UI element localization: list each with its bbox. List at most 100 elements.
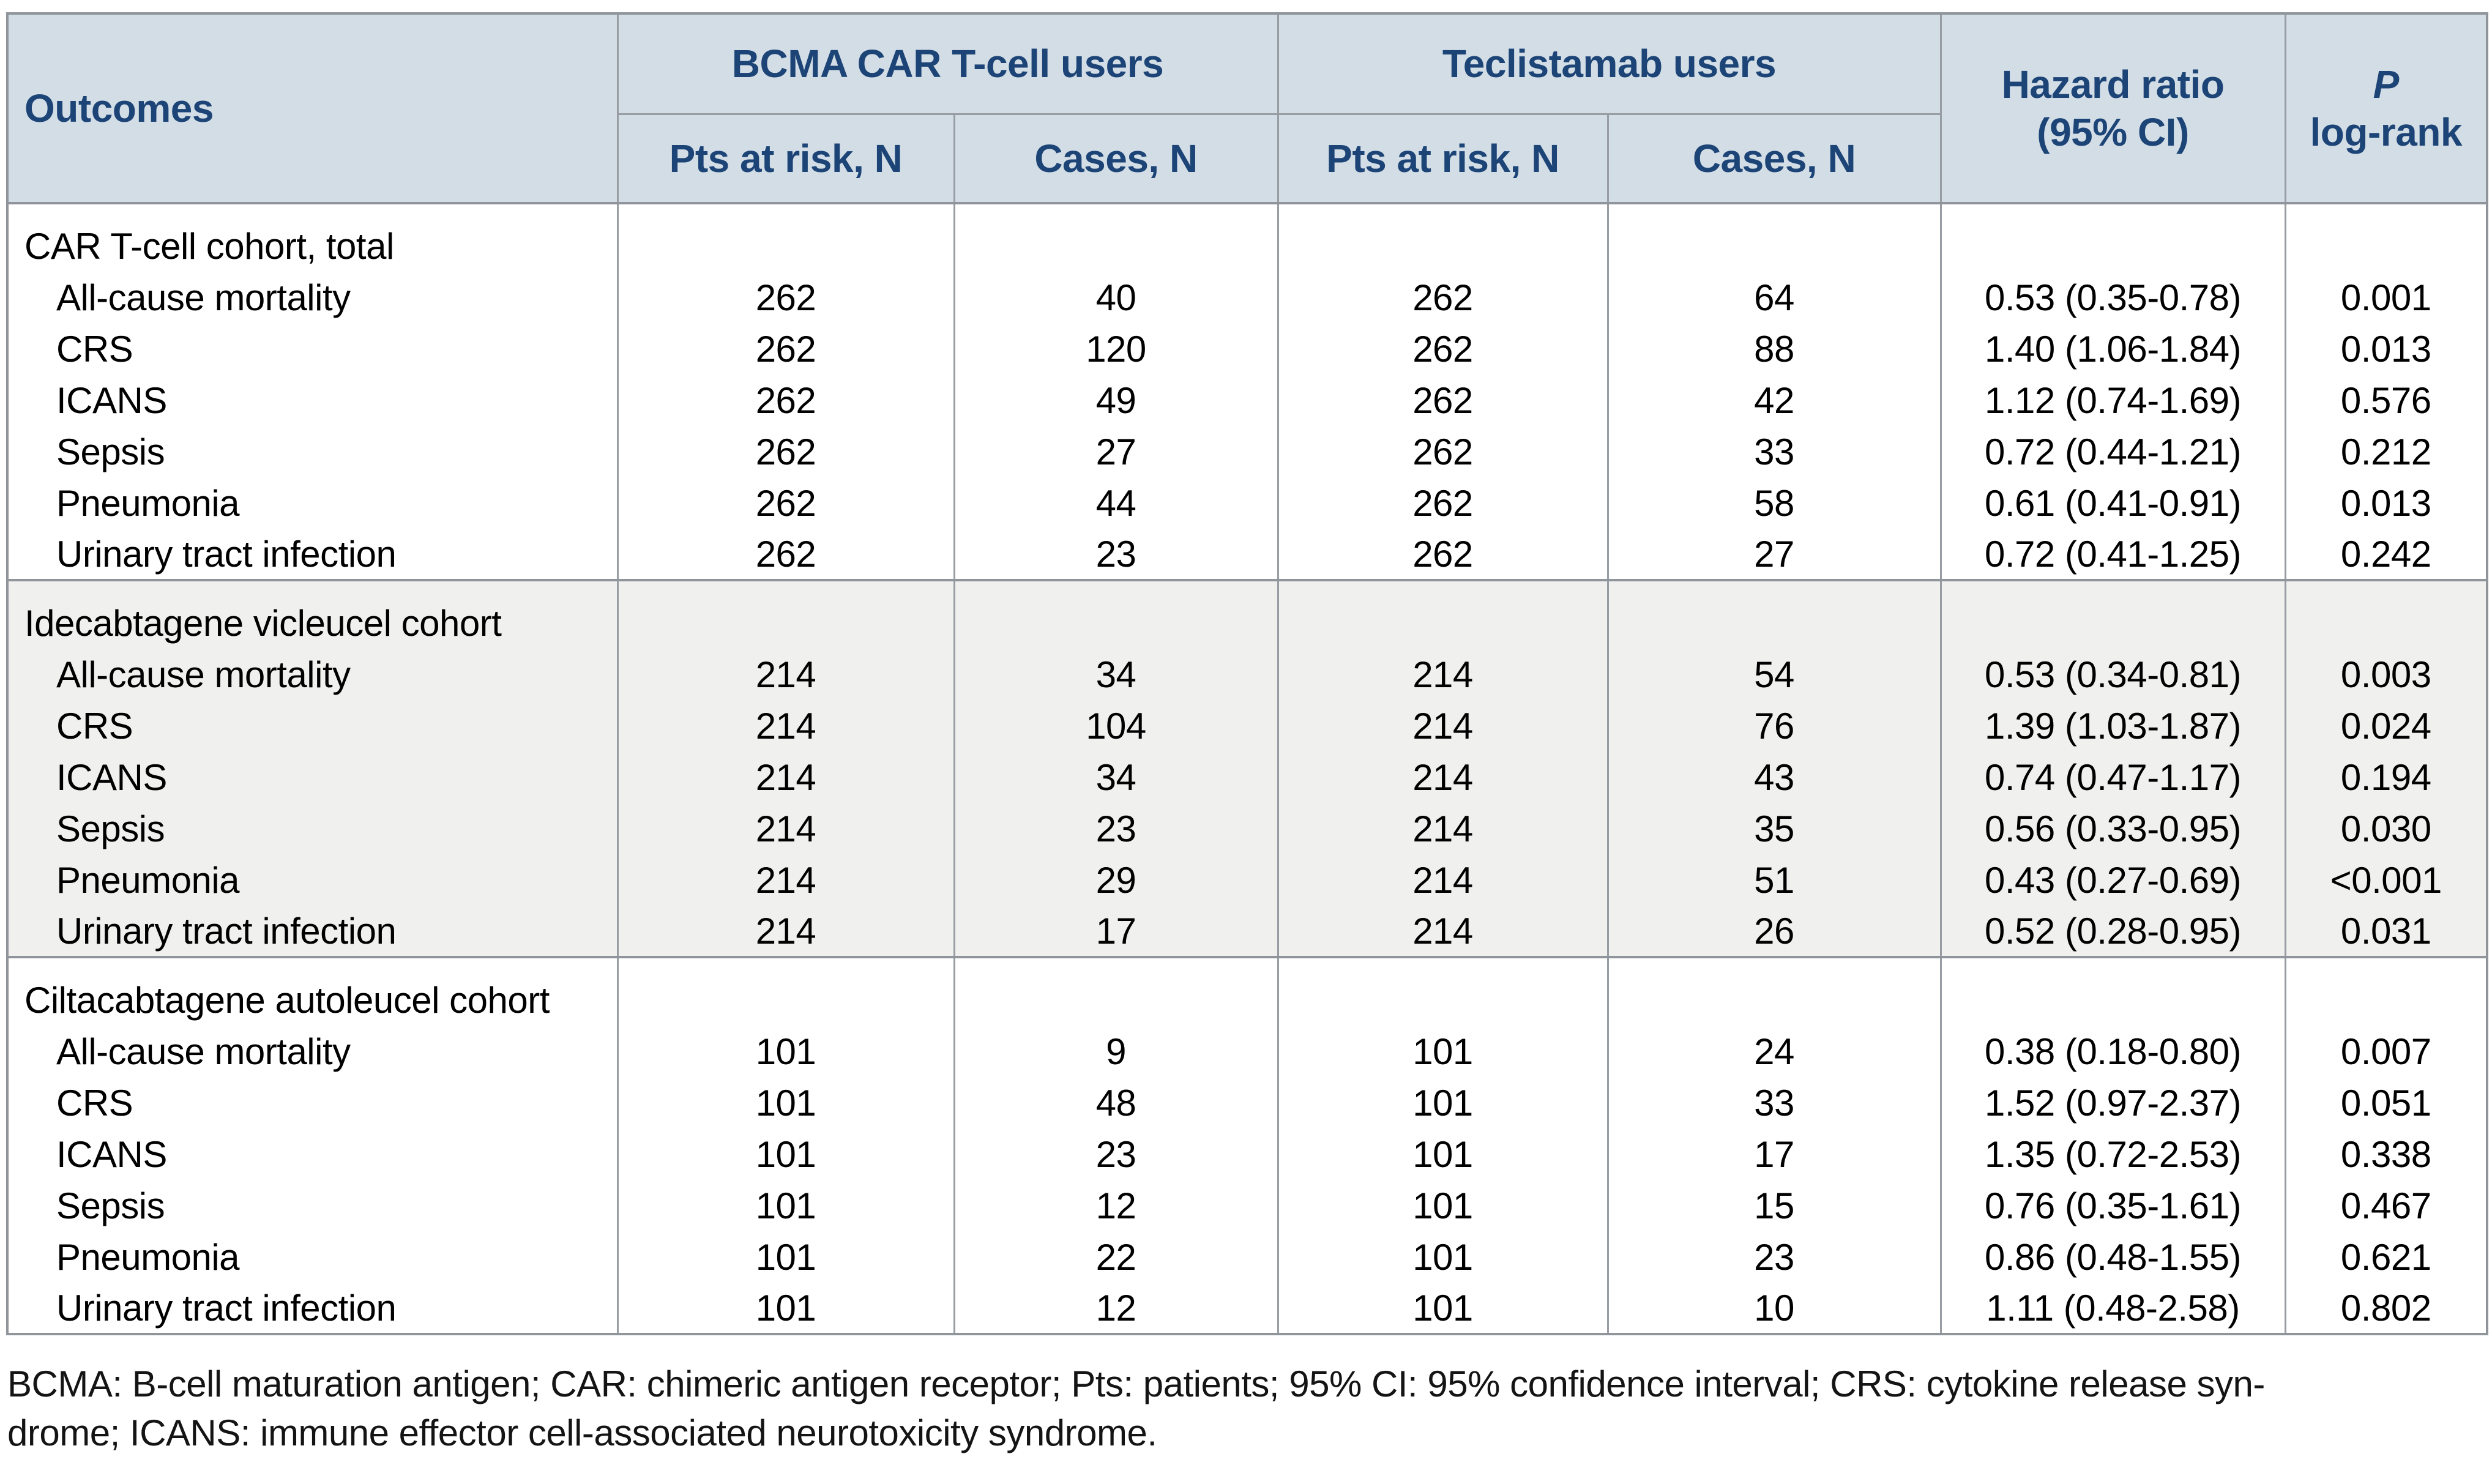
p-value: 0.576 (2284, 375, 2488, 426)
col-subheader-tec-cases: Cases, N (1606, 114, 1942, 203)
hazard-ratio-value: 0.56 (0.33-0.95) (1939, 803, 2286, 854)
outcome-label: Pneumonia (6, 1231, 619, 1283)
bcma-cases: 23 (953, 529, 1279, 580)
table-row: All-cause mortality 101 9 101 24 0.38 (0… (6, 1026, 2488, 1077)
tec-pts-at-risk: 101 (1277, 1231, 1609, 1283)
col-group-teclistamab: Teclistamab users (1277, 13, 1942, 115)
hazard-ratio-value: 0.38 (0.18-0.80) (1939, 1026, 2286, 1077)
empty-cell (1606, 957, 1942, 1026)
outcome-label: CRS (6, 700, 619, 751)
outcome-label: Sepsis (6, 426, 619, 477)
outcomes-table: Outcomes BCMA CAR T-cell users Teclistam… (6, 12, 2488, 1335)
tec-cases: 51 (1606, 854, 1942, 906)
empty-cell (1939, 203, 2286, 272)
footnote-line-1: BCMA: B-cell maturation antigen; CAR: ch… (7, 1363, 2265, 1404)
p-value: 0.051 (2284, 1077, 2488, 1128)
tec-cases: 24 (1606, 1026, 1942, 1077)
bcma-cases: 48 (953, 1077, 1279, 1128)
outcome-label: Sepsis (6, 803, 619, 854)
p-value: 0.001 (2284, 272, 2488, 323)
table-row: Sepsis 101 12 101 15 0.76 (0.35-1.61) 0.… (6, 1180, 2488, 1231)
p-value: 0.013 (2284, 477, 2488, 529)
p-value: 0.467 (2284, 1180, 2488, 1231)
cohort-label: CAR T-cell cohort, total (6, 203, 619, 272)
hazard-ratio-value: 0.43 (0.27-0.69) (1939, 854, 2286, 906)
outcome-label: Urinary tract infection (6, 1283, 619, 1334)
p-label: P (2373, 62, 2400, 106)
empty-cell (1939, 580, 2286, 649)
bcma-cases: 9 (953, 1026, 1279, 1077)
tec-cases: 54 (1606, 649, 1942, 700)
cohort-label-row: Ciltacabtagene autoleucel cohort (6, 957, 2488, 1026)
bcma-cases: 40 (953, 272, 1279, 323)
p-value: <0.001 (2284, 854, 2488, 906)
outcome-label: ICANS (6, 751, 619, 803)
bcma-cases: 34 (953, 649, 1279, 700)
p-value: 0.194 (2284, 751, 2488, 803)
empty-cell (953, 203, 1279, 272)
outcome-label: All-cause mortality (6, 1026, 619, 1077)
table-row: ICANS 262 49 262 42 1.12 (0.74-1.69) 0.5… (6, 375, 2488, 426)
footnote-line-2: drome; ICANS: immune effector cell-assoc… (7, 1412, 1157, 1453)
bcma-cases: 120 (953, 323, 1279, 375)
tec-pts-at-risk: 262 (1277, 477, 1609, 529)
bcma-pts-at-risk: 214 (616, 649, 955, 700)
hazard-ratio-line2: (95% CI) (2037, 110, 2189, 154)
col-subheader-tec-pts-at-risk: Pts at risk, N (1277, 114, 1609, 203)
hazard-ratio-value: 1.11 (0.48-2.58) (1939, 1283, 2286, 1334)
table-row: Pneumonia 214 29 214 51 0.43 (0.27-0.69)… (6, 854, 2488, 906)
bcma-pts-at-risk: 214 (616, 700, 955, 751)
tec-pts-at-risk: 262 (1277, 529, 1609, 580)
tec-cases: 33 (1606, 426, 1942, 477)
bcma-pts-at-risk: 262 (616, 426, 955, 477)
outcome-label: Urinary tract infection (6, 529, 619, 580)
table-row: CRS 262 120 262 88 1.40 (1.06-1.84) 0.01… (6, 323, 2488, 375)
table-row: ICANS 101 23 101 17 1.35 (0.72-2.53) 0.3… (6, 1128, 2488, 1180)
empty-cell (953, 957, 1279, 1026)
outcome-label: CRS (6, 323, 619, 375)
tec-pts-at-risk: 214 (1277, 649, 1609, 700)
tec-cases: 43 (1606, 751, 1942, 803)
empty-cell (953, 580, 1279, 649)
hazard-ratio-value: 0.61 (0.41-0.91) (1939, 477, 2286, 529)
tec-pts-at-risk: 262 (1277, 272, 1609, 323)
bcma-pts-at-risk: 101 (616, 1180, 955, 1231)
section-ciltacabtagene-autoleucel: Ciltacabtagene autoleucel cohort All-cau… (6, 957, 2488, 1334)
p-value: 0.338 (2284, 1128, 2488, 1180)
table-row: Pneumonia 101 22 101 23 0.86 (0.48-1.55)… (6, 1231, 2488, 1283)
tec-pts-at-risk: 101 (1277, 1026, 1609, 1077)
cohort-label-row: CAR T-cell cohort, total (6, 203, 2488, 272)
bcma-cases: 12 (953, 1180, 1279, 1231)
tec-pts-at-risk: 101 (1277, 1283, 1609, 1334)
tec-pts-at-risk: 214 (1277, 700, 1609, 751)
outcome-label: Pneumonia (6, 854, 619, 906)
table-row: ICANS 214 34 214 43 0.74 (0.47-1.17) 0.1… (6, 751, 2488, 803)
empty-cell (616, 203, 955, 272)
tec-cases: 33 (1606, 1077, 1942, 1128)
hazard-ratio-value: 1.40 (1.06-1.84) (1939, 323, 2286, 375)
tec-pts-at-risk: 101 (1277, 1180, 1609, 1231)
bcma-pts-at-risk: 262 (616, 272, 955, 323)
hazard-ratio-value: 0.76 (0.35-1.61) (1939, 1180, 2286, 1231)
outcome-label: CRS (6, 1077, 619, 1128)
bcma-pts-at-risk: 214 (616, 803, 955, 854)
p-value: 0.031 (2284, 906, 2488, 957)
hazard-ratio-value: 0.52 (0.28-0.95) (1939, 906, 2286, 957)
tec-pts-at-risk: 262 (1277, 323, 1609, 375)
bcma-pts-at-risk: 214 (616, 751, 955, 803)
table-header: Outcomes BCMA CAR T-cell users Teclistam… (6, 13, 2488, 203)
tec-pts-at-risk: 214 (1277, 803, 1609, 854)
col-subheader-bcma-pts-at-risk: Pts at risk, N (616, 114, 955, 203)
tec-cases: 17 (1606, 1128, 1942, 1180)
col-group-bcma-car-t: BCMA CAR T-cell users (616, 13, 1279, 115)
p-value: 0.242 (2284, 529, 2488, 580)
outcome-label: ICANS (6, 1128, 619, 1180)
hazard-ratio-value: 0.53 (0.34-0.81) (1939, 649, 2286, 700)
bcma-cases: 49 (953, 375, 1279, 426)
bcma-pts-at-risk: 101 (616, 1077, 955, 1128)
empty-cell (1606, 580, 1942, 649)
bcma-cases: 23 (953, 1128, 1279, 1180)
tec-cases: 64 (1606, 272, 1942, 323)
hazard-ratio-value: 0.74 (0.47-1.17) (1939, 751, 2286, 803)
table-row: Sepsis 262 27 262 33 0.72 (0.44-1.21) 0.… (6, 426, 2488, 477)
